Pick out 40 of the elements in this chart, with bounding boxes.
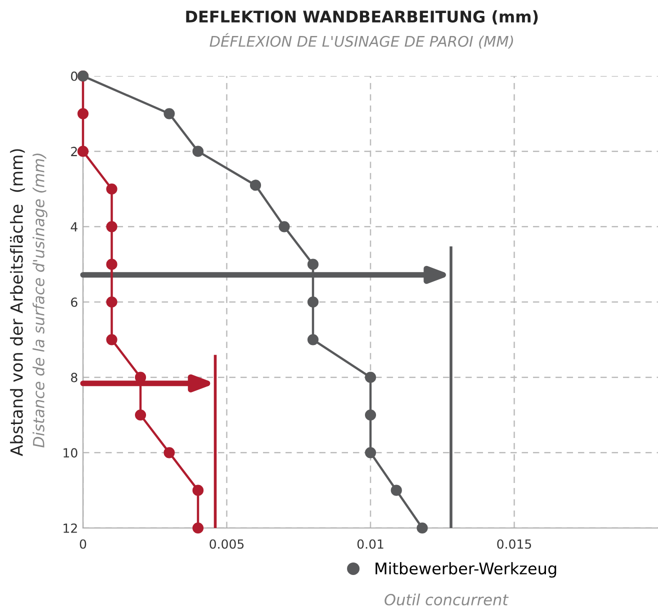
x-tick-label: 0.005	[210, 539, 244, 549]
y-axis-title: Abstand von der Arbeitsfläche (mm)	[10, 149, 25, 456]
y-tick-label: 6	[71, 297, 78, 307]
chart-title: DEFLEKTION WANDBEARBEITUNG (mm)	[186, 10, 538, 25]
point	[106, 258, 118, 270]
text: Distance de la surface d'usinage (mm)	[32, 154, 48, 448]
point	[390, 484, 402, 496]
text: Outil concurrent	[384, 594, 509, 606]
point	[364, 409, 376, 421]
point	[134, 409, 146, 421]
point	[192, 146, 204, 157]
point	[106, 221, 118, 232]
point	[106, 296, 118, 308]
y-tick-label: 10	[64, 448, 78, 458]
x-tick-label: 0	[80, 539, 86, 549]
point	[164, 108, 175, 120]
point	[106, 334, 118, 346]
point	[364, 447, 376, 458]
y-tick-label: 0	[71, 71, 78, 81]
point	[364, 372, 376, 383]
y-tick-label: 2	[71, 146, 77, 156]
point	[307, 258, 319, 270]
point	[77, 108, 89, 120]
x-tick-label: 0.015	[497, 539, 532, 549]
legend-label: Mitbewerber-Werkzeug	[376, 562, 556, 578]
y-tick-label: 12	[64, 523, 77, 533]
point	[77, 146, 89, 157]
point	[106, 183, 118, 195]
point	[278, 221, 290, 232]
point	[192, 522, 204, 534]
point	[164, 447, 175, 458]
x-tick-label: 0.01	[357, 539, 384, 549]
point	[307, 334, 319, 346]
chart-subtitle: DÉFLEXION DE L'USINAGE DE PAROI (MM)	[210, 33, 513, 49]
y-tick-label: 4	[70, 222, 78, 232]
point	[250, 180, 262, 191]
point	[416, 522, 428, 534]
y-tick-label: 8	[71, 372, 78, 382]
point	[192, 484, 204, 496]
point	[307, 296, 319, 308]
